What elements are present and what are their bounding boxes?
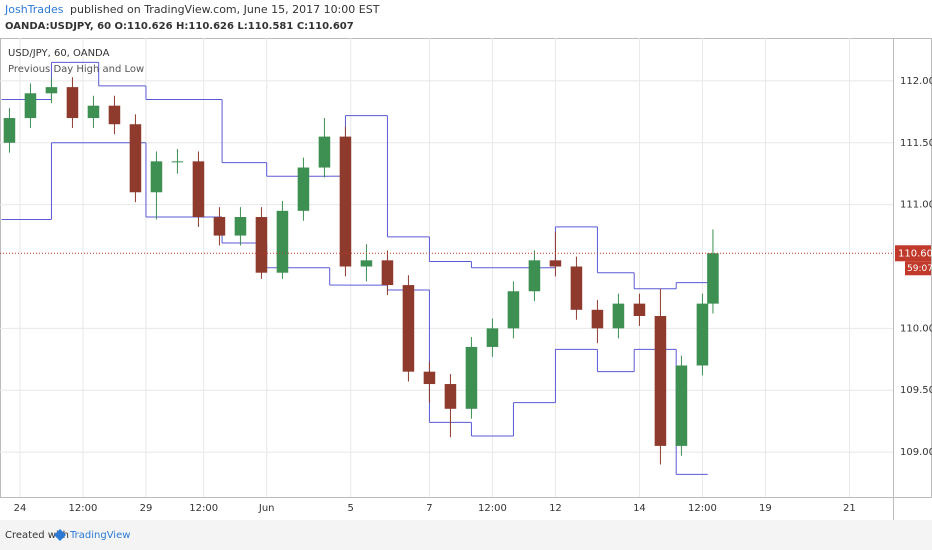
candle-body xyxy=(171,161,184,163)
published: published on TradingView.com, June 15, 2… xyxy=(70,3,380,16)
last-price-label: 110.607 xyxy=(898,248,932,259)
y-tick-label: 110.000 xyxy=(900,323,932,334)
candle-body xyxy=(465,346,478,409)
candle-body xyxy=(339,136,352,267)
tv-logo xyxy=(54,529,66,541)
candle-body xyxy=(654,315,667,446)
x-tick-label: Jun xyxy=(258,503,275,514)
countdown-tag xyxy=(905,261,931,276)
indicator-name: Previous Day High and Low xyxy=(8,64,144,75)
candle-body xyxy=(633,303,646,316)
footer-bar xyxy=(0,520,932,550)
footer-brand[interactable]: TradingView xyxy=(69,530,130,541)
y-tick-label: 109.500 xyxy=(900,385,932,396)
candle-body xyxy=(150,161,163,193)
candle-body xyxy=(381,260,394,286)
candle-body xyxy=(423,371,436,385)
candle-body xyxy=(528,260,541,292)
legend-title: USD/JPY, 60, OANDA xyxy=(8,48,110,59)
candle-body xyxy=(612,303,625,329)
candle-body xyxy=(570,266,583,310)
y-tick-label: 111.000 xyxy=(900,200,932,211)
candle-body xyxy=(707,253,719,304)
x-tick-label: 24 xyxy=(14,503,27,514)
candle-body xyxy=(360,260,373,267)
candle-body xyxy=(3,118,16,143)
x-tick-label: 12:00 xyxy=(69,503,98,514)
author[interactable]: JoshTrades xyxy=(4,3,64,16)
x-tick-label: 21 xyxy=(843,503,856,514)
candle-body xyxy=(129,124,142,193)
countdown: 59:07 xyxy=(907,264,932,274)
x-tick-label: 12:00 xyxy=(189,503,218,514)
candle-body xyxy=(318,136,331,168)
candle-body xyxy=(255,217,268,273)
candle-body xyxy=(66,87,79,119)
x-tick-label: 12:00 xyxy=(688,503,717,514)
candle-body xyxy=(591,309,604,329)
y-tick-label: 109.000 xyxy=(900,447,932,458)
symbol-line: OANDA:USDJPY, 60 O:110.626 H:110.626 L:1… xyxy=(5,21,354,32)
x-tick-label: 7 xyxy=(426,503,432,514)
candle-body xyxy=(192,161,205,218)
candle-body xyxy=(108,105,121,125)
x-tick-label: 12:00 xyxy=(478,503,507,514)
y-tick-label: 112.000 xyxy=(900,76,932,87)
candle-body xyxy=(87,105,100,119)
candle-body xyxy=(276,210,289,273)
plot xyxy=(0,38,893,497)
last-price-tag xyxy=(895,245,931,262)
candle-body xyxy=(675,365,688,446)
x-tick-label: 14 xyxy=(633,503,646,514)
candle-body xyxy=(444,384,457,409)
candle-body xyxy=(402,285,415,372)
candle-body xyxy=(213,217,226,236)
x-tick-label: 19 xyxy=(759,503,772,514)
candle-body xyxy=(696,303,709,366)
x-tick-label: 29 xyxy=(140,503,153,514)
y-tick-label: 111.500 xyxy=(900,138,932,149)
candle-body xyxy=(507,291,520,329)
candle-body xyxy=(297,167,310,211)
candle-body xyxy=(486,328,499,347)
candle-body xyxy=(234,217,247,236)
footer-created: Created with xyxy=(5,530,69,541)
candle-body xyxy=(24,93,37,119)
candle-body xyxy=(549,260,562,267)
x-tick-label: 5 xyxy=(348,503,354,514)
candle-body xyxy=(45,87,58,94)
x-tick-label: 12 xyxy=(549,503,562,514)
